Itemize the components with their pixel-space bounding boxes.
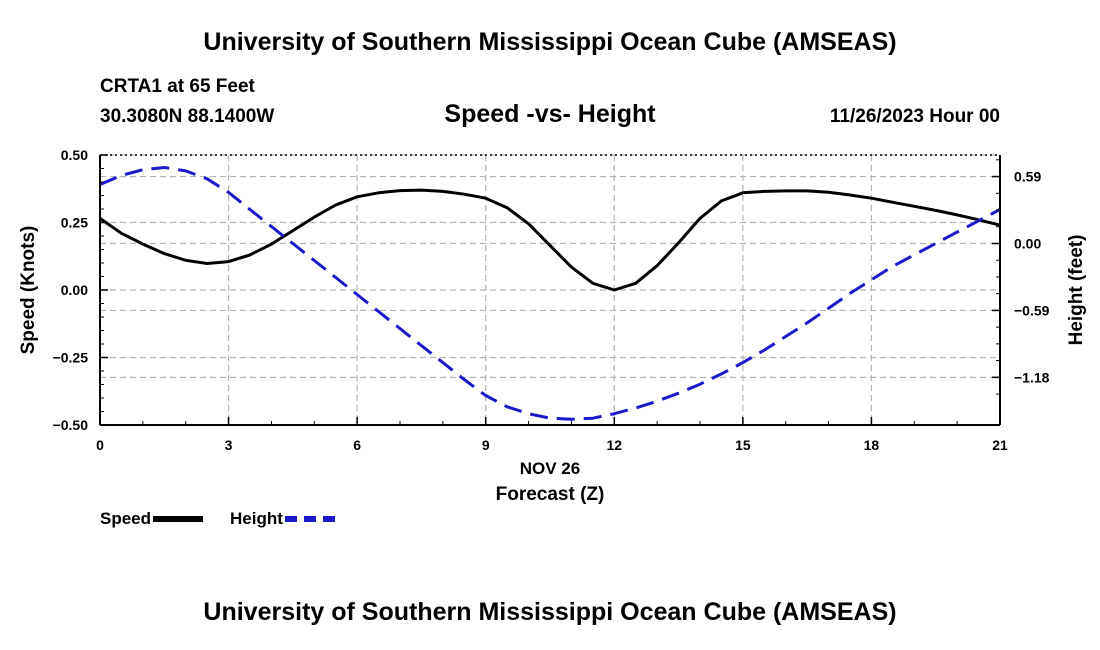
series-height-line [99, 166, 1001, 421]
y-left-tick-label: −0.50 [53, 417, 89, 433]
grid [100, 154, 1000, 426]
y-axis-right-title: Height (feet) [1066, 235, 1087, 346]
y-right-tick-label: 0.00 [1014, 235, 1041, 251]
x-tick-label: 3 [225, 437, 233, 453]
plot-frame [99, 154, 1001, 426]
legend-speed-label: Speed [100, 509, 152, 528]
y-right-tick-label: 0.59 [1014, 169, 1041, 185]
x-tick-label: 15 [735, 437, 751, 453]
tick-labels: 0 3 6 9 12 15 18 21 0.50 0.25 0.00 −0.25 −0.50 0.59 0.… [53, 147, 1050, 453]
y-left-tick-label: 0.25 [61, 215, 88, 231]
x-axis-date-label: NOV 26 [520, 459, 580, 478]
x-tick-label: 12 [606, 437, 622, 453]
x-tick-label: 9 [482, 437, 490, 453]
station-coordinates: 30.3080N 88.1400W [100, 106, 275, 127]
series-layer [99, 166, 1001, 421]
legend-height: Height [230, 508, 335, 530]
legend-speed-swatch [153, 516, 204, 522]
chart-title: Speed -vs- Height [444, 100, 656, 128]
footer-title: University of Southern Mississippi Ocean… [203, 598, 897, 626]
x-tick-label: 6 [353, 437, 361, 453]
x-tick-label: 0 [96, 437, 104, 453]
y-left-tick-label: 0.00 [61, 282, 88, 298]
series-speed-line [99, 188, 1001, 292]
y-right-tick-label: −0.59 [1014, 302, 1050, 318]
x-axis-title: Forecast (Z) [496, 484, 605, 505]
page-title: University of Southern Mississippi Ocean… [203, 28, 897, 56]
x-tick-label: 18 [864, 437, 880, 453]
x-tick-label: 21 [992, 437, 1008, 453]
forecast-datetime: 11/26/2023 Hour 00 [829, 106, 1000, 127]
station-label: CRTA1 at 65 Feet [100, 76, 255, 97]
legend-speed: Speed [100, 508, 204, 530]
y-axis-left-title: Speed (Knots) [18, 226, 39, 355]
y-left-tick-label: 0.50 [61, 147, 88, 163]
legend-height-label: Height [230, 509, 283, 528]
y-right-tick-label: −1.18 [1014, 369, 1050, 385]
legend-height-swatch [284, 516, 335, 522]
y-left-tick-label: −0.25 [53, 350, 89, 366]
